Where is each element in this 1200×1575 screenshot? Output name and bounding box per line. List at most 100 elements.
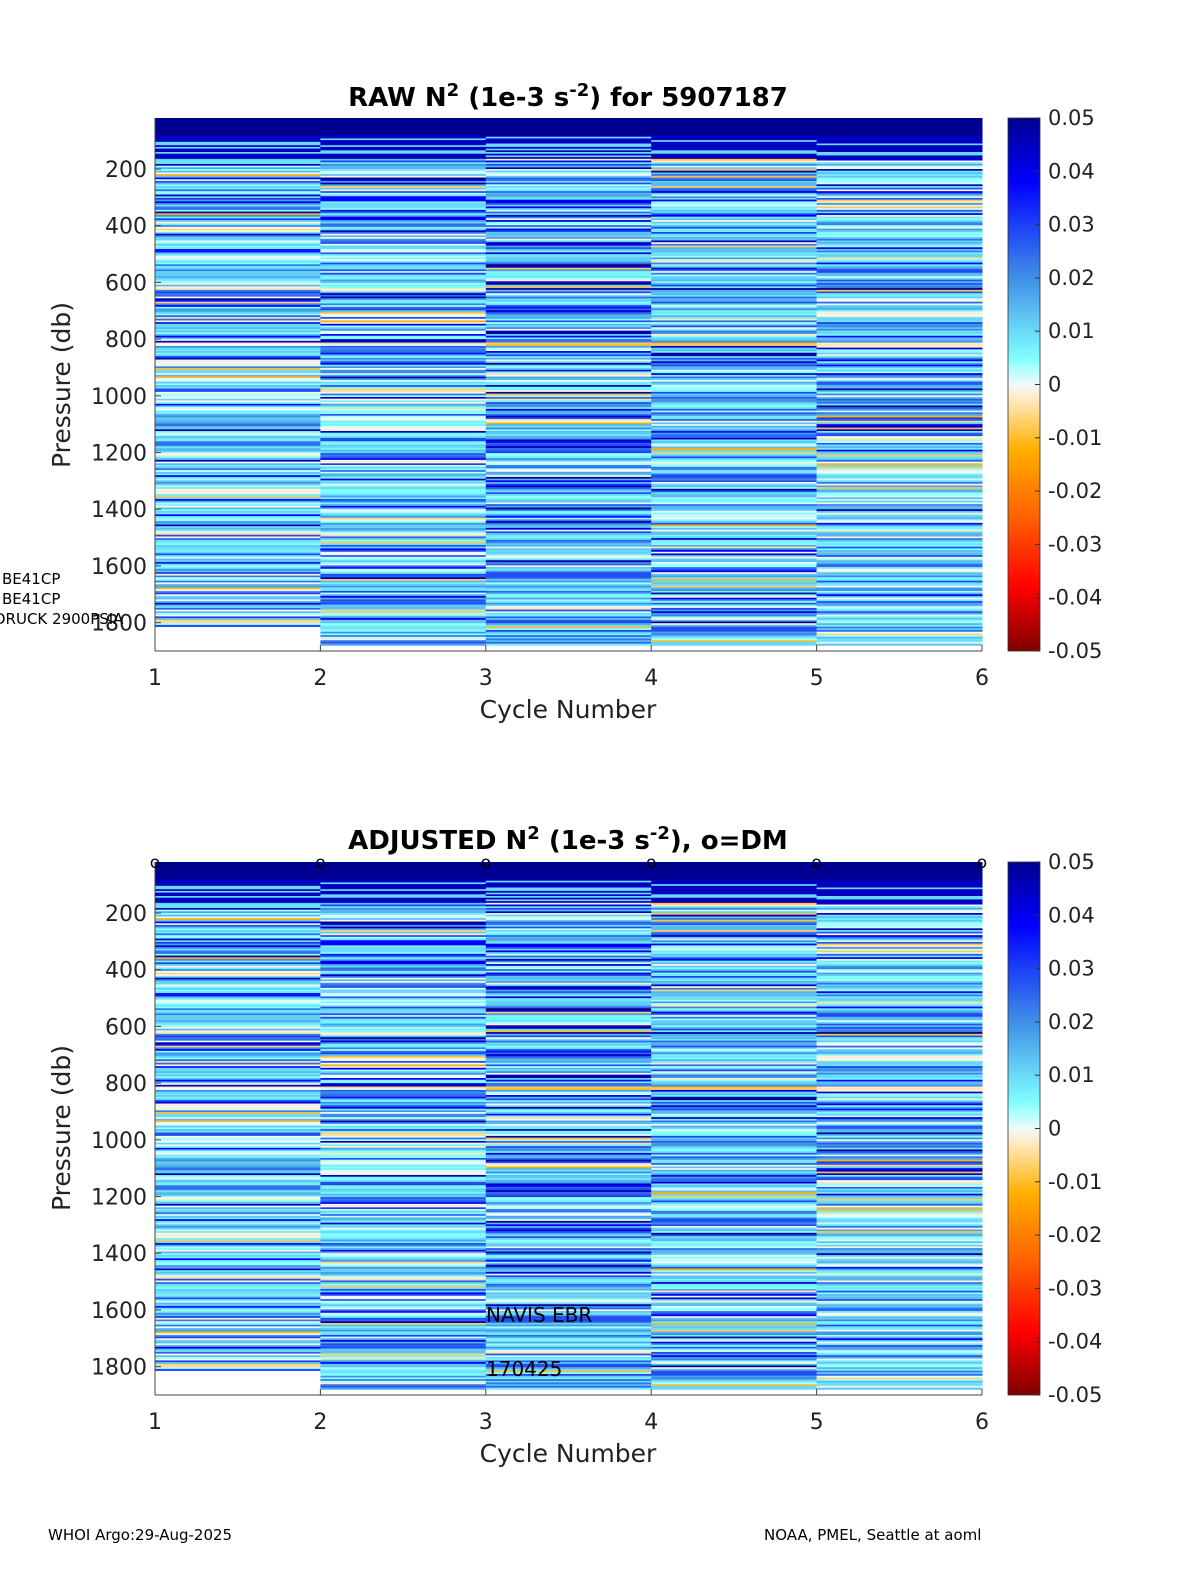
n2-cell: [816, 587, 983, 590]
n2-cell: [485, 374, 652, 377]
n2-cell: [320, 565, 487, 568]
n2-cell: [320, 424, 487, 427]
n2-cell: [485, 613, 652, 616]
n2-cell: [155, 201, 321, 204]
n2-cell: [651, 1095, 818, 1098]
n2-cell: [651, 145, 818, 148]
n2-cell: [816, 867, 983, 870]
n2-cell: [320, 318, 487, 321]
n2-cell: [816, 461, 983, 464]
n2-cell: [155, 267, 321, 270]
n2-cell: [651, 970, 818, 973]
n2-cell: [816, 1358, 983, 1361]
n2-cell: [485, 1171, 652, 1174]
n2-cell: [485, 279, 652, 282]
n2-cell: [651, 250, 818, 253]
n2-cell: [485, 1193, 652, 1196]
n2-cell: [651, 1387, 818, 1390]
n2-cell: [155, 567, 321, 570]
y-tick-label: 1600: [91, 1299, 147, 1324]
n2-cell: [320, 174, 487, 177]
n2-cell: [155, 153, 321, 156]
n2-cell: [816, 453, 983, 456]
n2-cell: [320, 225, 487, 228]
n2-cell: [651, 170, 818, 173]
n2-cell: [816, 1214, 983, 1217]
n2-cell: [155, 293, 321, 296]
n2-cell: [155, 325, 321, 328]
n2-cell: [155, 1317, 321, 1320]
n2-cell: [155, 385, 321, 388]
n2-cell: [816, 415, 983, 418]
n2-cell: [320, 1263, 487, 1266]
n2-cell: [651, 308, 818, 311]
n2-cell: [320, 894, 487, 897]
n2-cell: [816, 279, 983, 282]
n2-cell: [816, 1006, 983, 1009]
n2-cell: [816, 1229, 983, 1232]
dm-marker: o: [811, 853, 821, 873]
n2-cell: [485, 272, 652, 275]
n2-cell: [816, 936, 983, 939]
n2-cell: [651, 556, 818, 559]
n2-cell: [155, 536, 321, 539]
n2-cell: [155, 865, 321, 868]
n2-cell: [485, 1379, 652, 1382]
n2-cell: [651, 1100, 818, 1103]
n2-cell: [651, 463, 818, 466]
n2-cell: [485, 1198, 652, 1201]
n2-cell: [485, 1299, 652, 1302]
n2-cell: [485, 953, 652, 956]
n2-cell: [485, 318, 652, 321]
n2-cell: [816, 553, 983, 556]
n2-cell: [485, 998, 652, 1001]
n2-cell: [320, 614, 487, 617]
n2-cell: [155, 313, 321, 316]
n2-cell: [651, 935, 818, 938]
n2-cell: [651, 1064, 818, 1067]
n2-cell: [485, 1152, 652, 1155]
n2-cell: [651, 1217, 818, 1220]
n2-cell: [155, 969, 321, 972]
n2-cell: [651, 1287, 818, 1290]
n2-cell: [155, 157, 321, 160]
n2-cell: [485, 885, 652, 888]
n2-cell: [816, 203, 983, 206]
n2-cell: [155, 1363, 321, 1366]
n2-cell: [651, 1292, 818, 1295]
n2-cell: [320, 575, 487, 578]
n2-cell: [651, 550, 818, 553]
n2-cell: [320, 1105, 487, 1108]
n2-cell: [485, 502, 652, 505]
n2-cell: [320, 301, 487, 304]
n2-cell: [485, 580, 652, 583]
n2-cell: [651, 1098, 818, 1101]
n2-cell: [485, 974, 652, 977]
n2-cell: [651, 259, 818, 262]
n2-cell: [155, 602, 321, 605]
n2-cell: [320, 1100, 487, 1103]
n2-cell: [485, 390, 652, 393]
n2-cell: [816, 1176, 983, 1179]
n2-cell: [155, 458, 321, 461]
n2-cell: [651, 551, 818, 554]
n2-cell: [651, 323, 818, 326]
n2-cell: [155, 505, 321, 508]
n2-cell: [155, 306, 321, 309]
n2-cell: [155, 1083, 321, 1086]
n2-cell: [320, 362, 487, 366]
n2-cell: [651, 1234, 818, 1237]
n2-cell: [651, 626, 818, 629]
n2-cell: [485, 1263, 652, 1266]
n2-cell: [155, 590, 321, 593]
n2-cell: [816, 945, 983, 948]
colorbar-tick-label: -0.05: [1048, 639, 1102, 663]
n2-cell: [320, 449, 487, 452]
n2-cell: [651, 1363, 818, 1366]
n2-cell: [816, 483, 983, 486]
n2-cell: [155, 1193, 321, 1196]
n2-cell: [485, 510, 652, 514]
n2-cell: [485, 269, 652, 272]
n2-cell: [485, 148, 652, 151]
n2-cell: [155, 342, 321, 345]
